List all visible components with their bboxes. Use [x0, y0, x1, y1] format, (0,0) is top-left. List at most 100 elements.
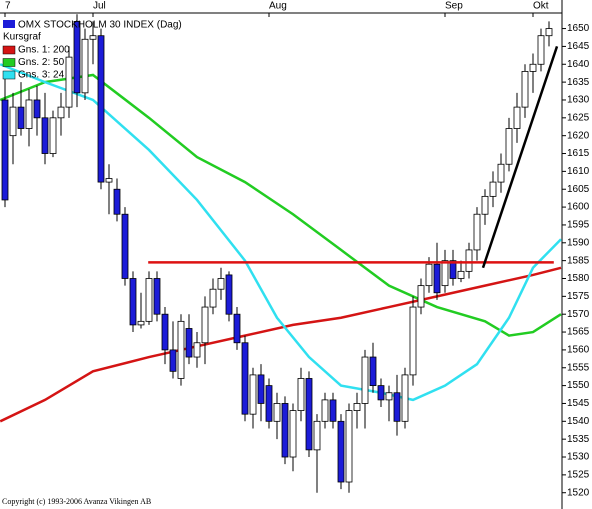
y-tick-label: 1520 [567, 487, 590, 498]
candle-body [249, 374, 257, 415]
candle-body [473, 213, 481, 251]
candle-body [169, 349, 177, 372]
candle-body [233, 313, 241, 344]
y-tick-label: 1585 [567, 255, 590, 266]
candle-body [1, 99, 9, 201]
candle-body [329, 399, 337, 422]
y-tick-label: 1570 [567, 309, 590, 320]
candle-body [361, 356, 369, 404]
candle-body [25, 99, 33, 129]
candle-body [145, 278, 153, 322]
candle-body [505, 128, 513, 165]
candle-body [409, 306, 417, 376]
y-tick-label: 1630 [567, 95, 590, 106]
legend-swatch [2, 58, 16, 67]
legend-label: Gns. 3: 24 [18, 70, 65, 81]
candle-body [273, 403, 281, 422]
candle-body [241, 342, 249, 415]
candle-body [353, 403, 361, 411]
y-tick-label: 1580 [567, 273, 590, 284]
candle-body [529, 63, 537, 72]
y-tick-label: 1565 [567, 327, 590, 338]
candle-body [457, 270, 465, 279]
legend-label: Gns. 2: 50 [18, 57, 65, 68]
x-tick-label: Sep [445, 1, 463, 12]
candle-body [97, 35, 105, 183]
y-tick-label: 1620 [567, 130, 590, 141]
moving-average [0, 63, 562, 402]
legend-swatch [2, 70, 16, 80]
x-tick-label: Aug [269, 1, 287, 12]
candle-body [337, 420, 345, 483]
candle-body [369, 356, 377, 387]
y-tick-label: 1645 [567, 41, 590, 52]
x-tick-label: Okt [533, 1, 549, 12]
candle-body [41, 117, 49, 154]
candle-body [465, 249, 473, 272]
candle-body [153, 278, 161, 315]
y-tick-label: 1535 [567, 434, 590, 445]
candle-body [161, 313, 169, 351]
candle-body [489, 181, 497, 197]
candle-body [521, 71, 529, 108]
y-tick-label: 1530 [567, 452, 590, 463]
candle-body [481, 195, 489, 215]
candle-body [201, 306, 209, 344]
candle-body [113, 188, 121, 215]
candle-body [425, 263, 433, 287]
candle-body [73, 21, 81, 94]
chart-subtitle: Kursgraf [3, 32, 41, 43]
candle-body [225, 274, 233, 315]
candle-body [49, 117, 57, 154]
copyright: Copyright (c) 1993-2006 Avanza Vikingen … [2, 497, 151, 506]
y-tick-label: 1555 [567, 362, 590, 373]
candle-body [393, 392, 401, 422]
candle-body [497, 163, 505, 183]
annotation-line [481, 46, 559, 269]
candle-body [137, 320, 145, 326]
candle-body [321, 399, 329, 422]
candle-body [121, 213, 129, 279]
y-tick-label: 1610 [567, 166, 590, 177]
candle-body [129, 278, 137, 326]
candle-body [193, 342, 201, 358]
candle-body [313, 420, 321, 451]
candle-body [17, 106, 25, 129]
legend-swatch [2, 45, 16, 55]
y-tick-label: 1590 [567, 237, 590, 248]
y-tick-label: 1545 [567, 398, 590, 409]
y-tick-label: 1525 [567, 470, 590, 481]
y-tick-label: 1550 [567, 380, 590, 391]
candle-body [177, 320, 185, 379]
candle-body [289, 410, 297, 458]
candle-body [345, 410, 353, 483]
candle-body [377, 385, 385, 401]
y-tick-label: 1540 [567, 416, 590, 427]
moving-average [0, 266, 562, 423]
candle-body [385, 392, 393, 401]
candle-body [9, 106, 17, 137]
x-tick-label: 7 [5, 1, 11, 12]
y-tick-label: 1650 [567, 23, 590, 34]
candle-body [297, 378, 305, 411]
candle-body [281, 403, 289, 458]
candle-body [265, 385, 273, 422]
legend-label: Gns. 1: 200 [18, 45, 70, 56]
chart-title: OMX STOCKHOLM 30 INDEX (Dag) [18, 20, 182, 31]
candle-body [105, 178, 113, 183]
legend-swatch [3, 20, 15, 28]
candle-body [65, 56, 73, 108]
candle-body [57, 106, 65, 119]
y-tick-label: 1560 [567, 345, 590, 356]
y-tick-label: 1615 [567, 148, 590, 159]
y-tick-label: 1575 [567, 291, 590, 302]
candle-body [545, 28, 553, 37]
candle-body [217, 278, 225, 290]
x-tick-label: Jul [93, 1, 106, 12]
y-tick-label: 1635 [567, 77, 590, 88]
candle-body [257, 374, 265, 404]
y-tick-label: 1605 [567, 184, 590, 195]
candle-body [81, 38, 89, 94]
